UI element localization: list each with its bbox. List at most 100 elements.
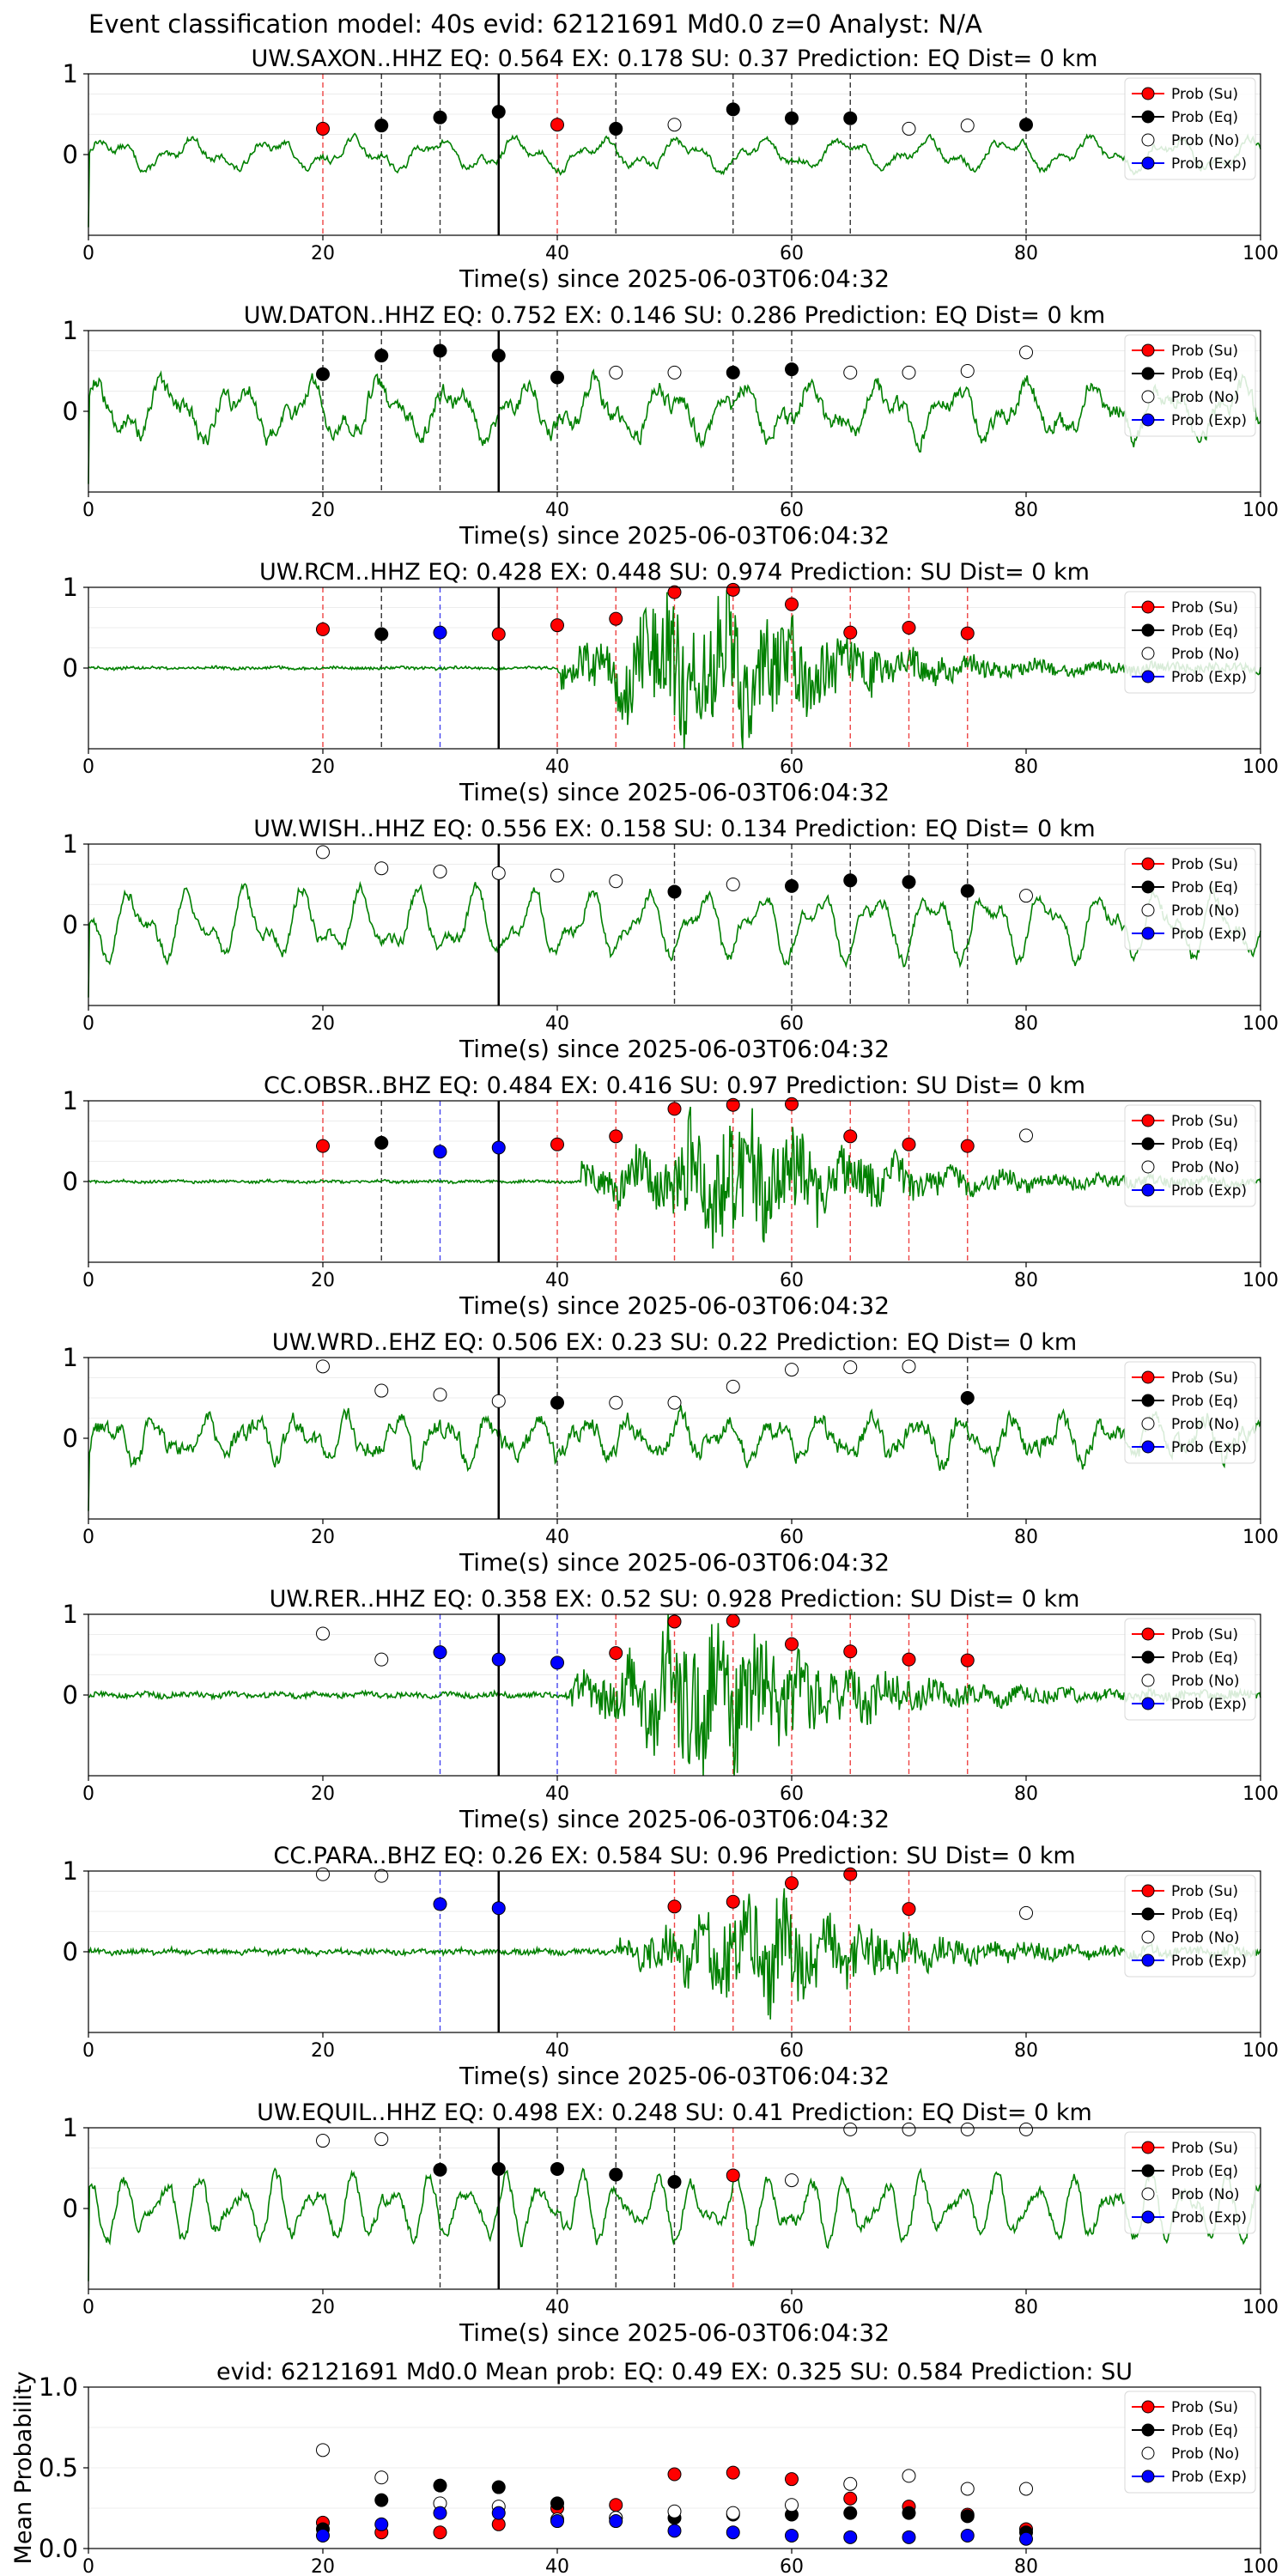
prob-point-no [902,2122,916,2136]
x-tick-label: 20 [311,1270,335,1291]
panel-6: UW.WRD..EHZ EQ: 0.506 EX: 0.23 SU: 0.22 … [63,1329,1279,1577]
prob-point-eq [550,370,564,385]
legend-label: Prob (No) [1171,1416,1240,1433]
mean-prob-point-su [785,2472,799,2487]
x-tick-label: 20 [311,2297,335,2318]
panel-title: UW.RER..HHZ EQ: 0.358 EX: 0.52 SU: 0.928… [270,1586,1080,1613]
legend: Prob (Su) Prob (Eq) Prob (No) Prob (Exp) [1124,2131,1256,2234]
legend-label: Prob (No) [1171,1929,1240,1947]
prob-point-exp [550,1656,564,1670]
legend: Prob (Su) Prob (Eq) Prob (No) Prob (Exp) [1124,1361,1256,1464]
legend-marker-exp [1141,1697,1155,1710]
legend-box [1124,2131,1256,2234]
prob-point-eq [433,343,447,358]
legend-marker-exp [1141,2210,1155,2224]
prob-point-no [374,861,389,876]
prob-point-no [609,365,623,380]
prob-point-eq [491,2161,506,2176]
legend-marker-exp [1141,156,1155,170]
waveform-trace [88,1888,1261,2020]
x-tick-label: 0 [82,1013,94,1035]
x-axis-label: Time(s) since 2025-06-03T06:04:32 [459,264,890,293]
prob-point-eq [960,1391,975,1405]
panels: UW.SAXON..HHZ EQ: 0.564 EX: 0.178 SU: 0.… [10,46,1279,2576]
panel-8: CC.PARA..BHZ EQ: 0.26 EX: 0.584 SU: 0.96… [63,1843,1279,2090]
legend-box [1124,1618,1256,1721]
prob-point-su [843,1644,858,1659]
legend-label: Prob (Su) [1171,1626,1238,1643]
prob-point-su [726,2168,740,2183]
x-tick-label: 0 [82,1270,94,1291]
x-tick-label: 20 [311,1013,335,1035]
mean-prob-point-eq [843,2506,858,2520]
x-tick-label: 40 [545,2040,569,2062]
y-tick-label: 0 [63,653,78,683]
x-tick-label: 40 [545,1270,569,1291]
panel-title: UW.DATON..HHZ EQ: 0.752 EX: 0.146 SU: 0.… [244,302,1105,329]
prob-point-no [1019,345,1033,360]
prob-point-eq [726,365,740,380]
legend-box [1124,334,1256,437]
mean-prob-point-su [843,2491,858,2506]
prob-point-no [433,864,447,878]
legend-marker-su [1141,2141,1155,2154]
prob-point-eq [843,873,858,888]
x-tick-label: 40 [545,756,569,778]
panel-3: UW.RCM..HHZ EQ: 0.428 EX: 0.448 SU: 0.97… [63,559,1279,806]
figure-title: Event classification model: 40s evid: 62… [88,9,982,39]
prob-point-no [726,1379,740,1394]
x-tick-label: 60 [780,243,804,264]
prob-point-su [960,1653,975,1668]
prob-point-su [550,618,564,633]
x-tick-label: 80 [1014,2040,1038,2062]
prob-point-eq [785,878,799,893]
legend-marker-eq [1141,1394,1155,1407]
x-tick-label: 80 [1014,1527,1038,1548]
legend-label: Prob (Exp) [1171,155,1247,173]
prob-point-su [609,1129,623,1144]
legend-marker-no [1141,390,1155,404]
legend-label: Prob (No) [1171,902,1240,920]
x-tick-label: 40 [545,1783,569,1805]
mean-prob-point-no [785,2498,799,2512]
prob-point-no [902,121,916,136]
prob-point-no [902,365,916,380]
x-tick-label: 40 [545,2297,569,2318]
y-tick-label: 1 [63,1600,78,1629]
prob-point-exp [491,1140,506,1155]
legend-label: Prob (Eq) [1171,1393,1238,1410]
legend-label: Prob (No) [1171,2186,1240,2203]
y-tick-label: 1 [63,1086,78,1115]
prob-point-no [843,2122,858,2136]
mean-prob-point-no [374,2470,389,2485]
prob-point-no [843,365,858,380]
legend-marker-su [1141,1627,1155,1641]
x-tick-label: 40 [545,1013,569,1035]
legend-marker-su [1141,1114,1155,1127]
x-tick-label: 100 [1242,756,1279,778]
mean-prob-point-eq [960,2509,975,2524]
prob-point-eq [491,105,506,119]
prob-point-no [374,2132,389,2147]
prob-point-su [667,1102,682,1116]
legend: Prob (Su) Prob (Eq) Prob (No) Prob (Exp) [1124,848,1256,951]
mean-prob-point-exp [433,2506,447,2520]
prob-point-no [785,1363,799,1377]
legend-marker-eq [1141,880,1155,894]
x-tick-label: 60 [780,1783,804,1805]
prob-point-no [960,364,975,378]
y-tick-label: 0.5 [39,2453,78,2482]
legend-marker-su [1141,1884,1155,1898]
x-tick-label: 20 [311,1783,335,1805]
prob-point-no [1019,889,1033,903]
waveform-trace [88,1405,1261,1511]
legend-label: Prob (Eq) [1171,623,1238,640]
x-axis-label: Time(s) since 2025-06-03T06:04:32 [459,521,890,550]
prob-point-exp [433,625,447,640]
legend-box [1124,2391,1256,2494]
mean-prob-point-no [843,2476,858,2491]
legend-label: Prob (Su) [1171,2399,1238,2416]
legend-marker-eq [1141,110,1155,124]
legend-label: Prob (Exp) [1171,412,1247,429]
waveform-trace [88,2167,1261,2281]
